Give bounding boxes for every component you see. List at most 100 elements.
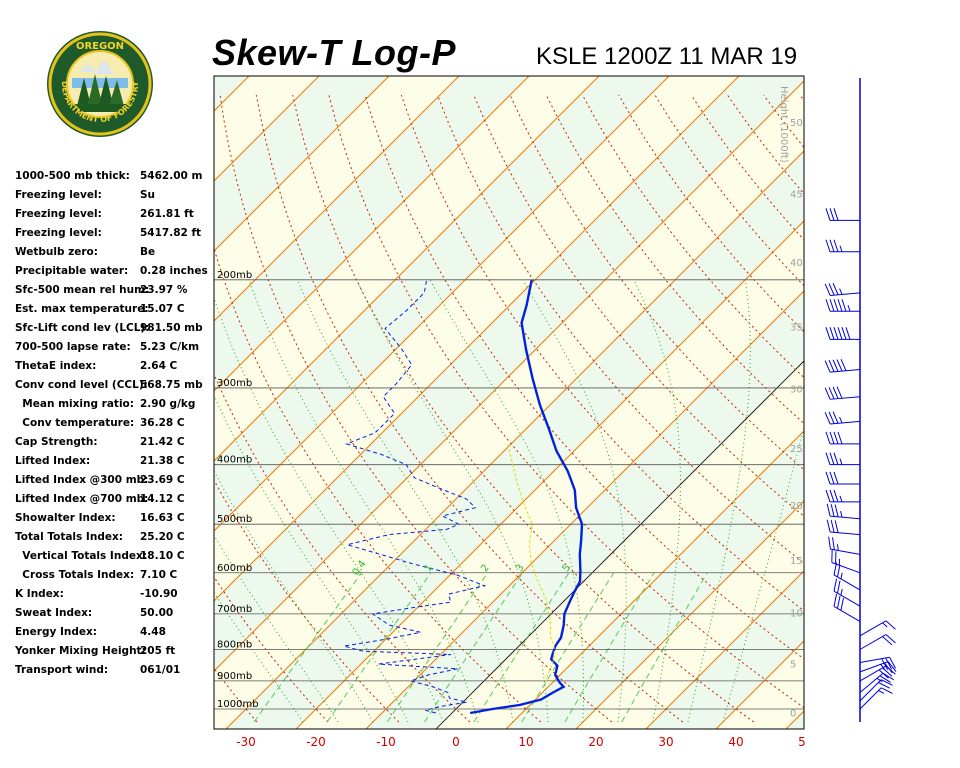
height-tick: 50: [790, 118, 803, 129]
index-value: 25.20 C: [140, 531, 185, 543]
dry-adiabat: [214, 667, 258, 723]
wind-barb-flag: [828, 283, 835, 296]
dry-adiabat: [364, 94, 804, 660]
mixing-ratio-line: [564, 572, 655, 723]
mixing-ratio-label: 3: [514, 563, 527, 575]
x-tick-label: -10: [376, 735, 396, 749]
wind-barb: [824, 386, 861, 400]
wind-barb-flag: [825, 489, 831, 503]
wind-barb-flag: [829, 431, 835, 445]
isotherm-band: [0, 76, 179, 729]
wind-barb-flag: [826, 503, 831, 517]
wind-barb-flag: [836, 359, 843, 372]
wind-barb-shaft: [831, 562, 861, 574]
index-value: 14.12 C: [140, 493, 185, 505]
index-value: 2.64 C: [140, 360, 178, 372]
height-tick: 30: [790, 385, 803, 396]
wind-barb-flag: [833, 593, 838, 607]
wind-barb-flag: [825, 299, 831, 312]
index-label: 1000-500 mb thick:: [15, 170, 130, 182]
wind-barb-flag: [879, 675, 891, 683]
wind-barb-flag: [832, 359, 839, 372]
wind-barb-flag: [837, 431, 843, 445]
height-tick: 35: [790, 323, 803, 334]
wind-barb-flag: [825, 327, 831, 340]
wind-barb-half-flag: [839, 495, 843, 503]
wind-barb: [859, 687, 893, 710]
wind-barb-flag: [829, 327, 835, 340]
wind-barb-flag: [885, 657, 893, 670]
index-label: Mean mixing ratio:: [15, 398, 134, 410]
wind-barb-flag: [881, 658, 889, 671]
wind-barb-flag: [829, 299, 835, 312]
wind-barb: [825, 471, 860, 485]
height-tick: 40: [790, 258, 803, 269]
dry-adiabat: [328, 94, 804, 709]
wind-barb-flag: [828, 411, 835, 424]
pressure-label: 700mb: [217, 604, 252, 615]
wind-barb-flag: [824, 360, 831, 373]
index-label: Cross Totals Index:: [15, 569, 135, 581]
wind-barb-half-flag: [876, 677, 883, 683]
x-tick-label: 40: [728, 735, 743, 749]
index-value: 23.97 %: [140, 284, 188, 296]
index-label: Cap Strength:: [15, 436, 98, 448]
wind-barb: [826, 519, 861, 536]
wind-barb-flag: [829, 239, 835, 252]
wind-barb-shaft: [833, 574, 861, 591]
pressure-label: 900mb: [217, 671, 252, 682]
index-value: 23.69 C: [140, 474, 185, 486]
mixing-ratio-line: [424, 572, 524, 723]
pressure-label: 300mb: [217, 378, 252, 389]
pressure-label: 200mb: [217, 270, 252, 281]
mixing-ratio-label: 2: [479, 563, 492, 575]
x-tick-label-partial: 5: [798, 735, 806, 749]
index-value: 2.90 g/kg: [140, 398, 196, 410]
wind-barb-shaft: [859, 679, 882, 702]
wind-barb-half-flag: [882, 622, 888, 628]
x-tick-label: 30: [658, 735, 673, 749]
index-value: 568.75 mb: [140, 379, 203, 391]
index-label: Est. max temperature:: [15, 303, 149, 315]
wind-barb-shaft: [833, 605, 861, 622]
wind-barb-half-flag: [836, 544, 839, 551]
wind-barb: [859, 620, 896, 637]
height-tick: 45: [790, 190, 803, 201]
wind-barb: [833, 593, 861, 622]
pressure-label: 500mb: [217, 514, 252, 525]
wind-barb-half-flag: [840, 588, 843, 596]
index-value: -10.90: [140, 588, 178, 600]
index-value: 36.28 C: [140, 417, 185, 429]
isotherm-band: [214, 76, 249, 111]
index-value: 205 ft: [140, 645, 176, 657]
isotherm-line: [214, 76, 390, 252]
index-label: Freezing level:: [15, 227, 102, 239]
wind-barb-flag: [878, 682, 890, 689]
plot-frame: [213, 75, 805, 730]
wind-barb-flag: [833, 208, 839, 221]
wind-barb: [824, 358, 861, 373]
x-tick-label: -30: [236, 735, 256, 749]
index-value: 15.07 C: [140, 303, 185, 315]
isotherm-line: [214, 76, 530, 392]
wind-barb-flag: [830, 504, 835, 517]
index-label: Lifted Index @700 mb:: [15, 493, 149, 505]
index-label: Conv cond level (CCL):: [15, 379, 148, 391]
wind-barb-flag: [833, 489, 839, 503]
wind-barb-flag: [833, 239, 839, 252]
wind-barb-flag: [836, 580, 841, 594]
wind-barb-flag: [836, 564, 841, 578]
wind-barb-flag: [834, 520, 839, 533]
wind-barb-half-flag: [840, 510, 843, 518]
wind-barb-flag: [825, 431, 831, 445]
wind-barb: [859, 679, 893, 702]
wind-barb-flag: [882, 636, 893, 646]
wind-barb-flag: [833, 471, 839, 485]
wind-barb-shaft: [830, 531, 861, 536]
wind-barb-flag: [832, 282, 839, 295]
height-axis-title: Height (1000ft): [778, 86, 789, 163]
wind-barb-flag: [836, 595, 841, 609]
wind-barb: [824, 411, 861, 425]
mixing-ratio-line: [253, 572, 363, 723]
